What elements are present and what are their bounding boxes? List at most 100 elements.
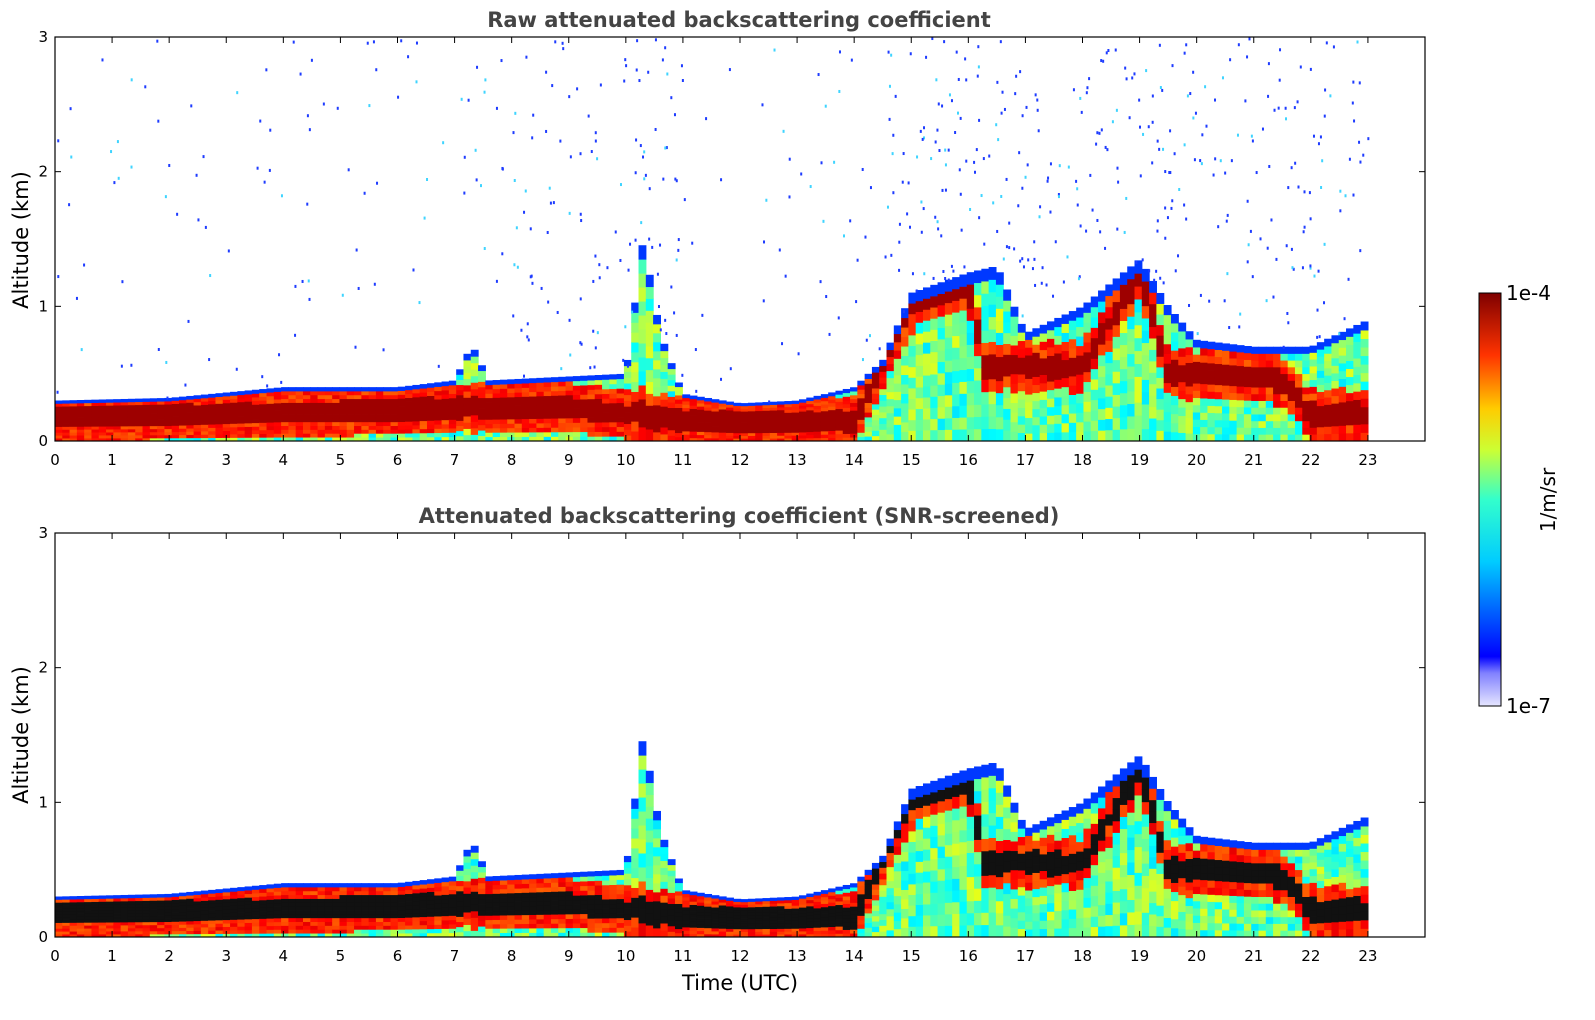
- x-tick-label: 15: [902, 451, 921, 469]
- heatmap-cell: [412, 904, 421, 910]
- heatmap-cell: [930, 847, 939, 860]
- noise-pixel: [552, 201, 555, 205]
- heatmap-cell: [813, 895, 822, 899]
- heatmap-cell: [718, 409, 727, 413]
- heatmap-cell: [317, 906, 326, 911]
- heatmap-cell: [915, 354, 924, 366]
- heatmap-cell: [1105, 318, 1114, 330]
- noise-pixel: [1086, 86, 1089, 90]
- heatmap-cell: [609, 388, 618, 394]
- heatmap-cell: [1090, 399, 1099, 411]
- heatmap-cell: [842, 925, 851, 930]
- heatmap-cell: [529, 405, 537, 411]
- heatmap-cell: [798, 931, 807, 935]
- heatmap-cell: [966, 308, 975, 321]
- heatmap-cell: [1054, 361, 1063, 372]
- heatmap-cell: [974, 294, 982, 308]
- heatmap-cell: [1178, 339, 1187, 349]
- heatmap-cell: [850, 402, 858, 407]
- heatmap-cell: [791, 931, 800, 935]
- heatmap-cell: [908, 419, 917, 431]
- heatmap-cell: [259, 885, 268, 890]
- heatmap-cell: [908, 324, 917, 336]
- heatmap-cell: [354, 894, 362, 899]
- heatmap-cell: [645, 806, 654, 819]
- heatmap-cell: [572, 923, 581, 929]
- heatmap-cell: [186, 933, 195, 938]
- heatmap-cell: [974, 888, 982, 901]
- heatmap-cell: [886, 880, 895, 889]
- noise-pixel: [1290, 247, 1293, 251]
- noise-pixel: [336, 106, 339, 110]
- noise-pixel: [594, 254, 597, 258]
- heatmap-cell: [893, 432, 902, 442]
- heatmap-cell: [295, 933, 304, 938]
- heatmap-cell: [1265, 400, 1274, 408]
- heatmap-cell: [354, 910, 362, 915]
- heatmap-cell: [1054, 335, 1063, 345]
- heatmap-cell: [1192, 419, 1201, 427]
- heatmap-cell: [1229, 344, 1238, 352]
- heatmap-cell: [200, 394, 209, 399]
- noise-pixel: [495, 106, 498, 110]
- heatmap-cell: [631, 887, 640, 898]
- heatmap-cell: [200, 900, 209, 905]
- heatmap-cell: [1294, 373, 1303, 381]
- heatmap-cell: [1025, 401, 1033, 411]
- heatmap-cell: [521, 414, 530, 420]
- heatmap-cell: [1134, 389, 1143, 403]
- heatmap-cell: [813, 917, 822, 922]
- heatmap-cell: [769, 917, 778, 921]
- noise-pixel: [1367, 137, 1370, 141]
- noise-pixel: [1290, 166, 1293, 170]
- heatmap-cell: [317, 421, 326, 427]
- noise-pixel: [1164, 206, 1167, 210]
- heatmap-cell: [1163, 402, 1172, 413]
- heatmap-cell: [1243, 359, 1252, 367]
- noise-pixel: [1001, 90, 1004, 94]
- noise-pixel: [833, 160, 836, 164]
- heatmap-cell: [806, 930, 815, 935]
- heatmap-cell: [1302, 420, 1311, 428]
- heatmap-cell: [310, 886, 319, 892]
- noise-pixel: [1316, 335, 1319, 339]
- heatmap-cell: [456, 890, 465, 897]
- heatmap-cell: [901, 918, 909, 928]
- heatmap-cell: [441, 898, 450, 904]
- heatmap-cell: [1258, 346, 1267, 354]
- heatmap-cell: [784, 432, 793, 436]
- heatmap-cell: [368, 917, 377, 923]
- heatmap-cell: [113, 919, 122, 923]
- heatmap-cell: [230, 402, 238, 407]
- heatmap-cell: [813, 907, 822, 912]
- heatmap-cell: [303, 406, 311, 411]
- noise-pixel: [1362, 153, 1365, 157]
- noise-pixel: [916, 155, 919, 159]
- heatmap-cell: [1032, 336, 1041, 345]
- heatmap-cell: [974, 367, 982, 381]
- heatmap-cell: [230, 915, 238, 920]
- noise-pixel: [463, 155, 466, 159]
- heatmap-cell: [696, 422, 705, 426]
- heatmap-cell: [361, 906, 370, 911]
- heatmap-cell: [798, 898, 807, 902]
- heatmap-cell: [937, 372, 946, 385]
- heatmap-cell: [281, 910, 289, 915]
- heatmap-cell: [149, 912, 158, 917]
- heatmap-cell: [62, 417, 71, 422]
- heatmap-cell: [937, 338, 946, 351]
- heatmap-cell: [448, 428, 457, 433]
- heatmap-cell: [1287, 434, 1296, 442]
- heatmap-cell: [383, 437, 392, 442]
- heatmap-cell: [959, 782, 968, 795]
- noise-pixel: [1221, 76, 1224, 80]
- heatmap-cell: [208, 434, 217, 439]
- heatmap-cell: [441, 415, 450, 421]
- heatmap-cell: [208, 403, 217, 408]
- heatmap-cell: [1207, 370, 1216, 378]
- heatmap-cell: [660, 888, 669, 896]
- heatmap-cell: [412, 880, 421, 886]
- heatmap-cell: [959, 901, 968, 914]
- heatmap-cell: [426, 424, 435, 430]
- heatmap-cell: [966, 392, 975, 406]
